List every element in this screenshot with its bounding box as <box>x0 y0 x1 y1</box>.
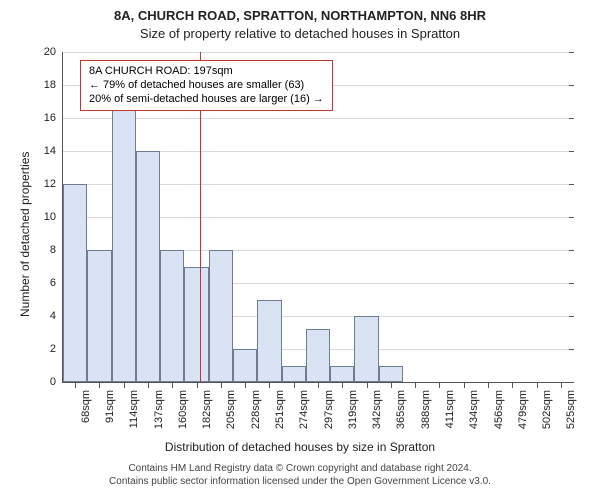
chart-subtitle: Size of property relative to detached ho… <box>0 26 600 41</box>
x-tick-mark <box>318 383 319 388</box>
x-tick-mark <box>561 383 562 388</box>
x-tick-label: 91sqm <box>104 390 116 440</box>
x-tick-label: 456sqm <box>493 390 505 440</box>
bar <box>354 316 378 382</box>
bar <box>184 267 208 383</box>
x-tick-label: 182sqm <box>201 390 213 440</box>
annotation-line-2: ← 79% of detached houses are smaller (63… <box>89 79 324 93</box>
y-tick-mark <box>569 382 574 383</box>
y-tick-mark <box>569 184 574 185</box>
chart-container: 8A, CHURCH ROAD, SPRATTON, NORTHAMPTON, … <box>0 0 600 500</box>
x-tick-label: 228sqm <box>250 390 262 440</box>
y-tick-label: 14 <box>0 145 56 157</box>
x-tick-mark <box>512 383 513 388</box>
x-tick-label: 160sqm <box>177 390 189 440</box>
y-axis-label: Number of detached properties <box>18 152 32 317</box>
y-tick-label: 2 <box>0 343 56 355</box>
annotation-box: 8A CHURCH ROAD: 197sqm ← 79% of detached… <box>80 60 333 111</box>
x-tick-label: 297sqm <box>323 390 335 440</box>
y-tick-mark <box>569 85 574 86</box>
footer-line-1: Contains HM Land Registry data © Crown c… <box>0 462 600 475</box>
y-tick-label: 8 <box>0 244 56 256</box>
bar <box>306 329 330 382</box>
x-tick-label: 205sqm <box>225 390 237 440</box>
x-tick-mark <box>439 383 440 388</box>
x-tick-label: 68sqm <box>80 390 92 440</box>
y-tick-label: 16 <box>0 112 56 124</box>
x-tick-mark <box>415 383 416 388</box>
y-tick-mark <box>569 250 574 251</box>
x-tick-label: 388sqm <box>420 390 432 440</box>
x-tick-label: 251sqm <box>274 390 286 440</box>
x-tick-label: 365sqm <box>395 390 407 440</box>
bar <box>63 184 87 382</box>
bar <box>112 85 136 382</box>
y-tick-mark <box>569 118 574 119</box>
x-tick-label: 411sqm <box>444 390 456 440</box>
y-tick-label: 6 <box>0 277 56 289</box>
y-tick-label: 20 <box>0 46 56 58</box>
x-axis-label: Distribution of detached houses by size … <box>0 440 600 454</box>
y-tick-label: 12 <box>0 178 56 190</box>
x-tick-mark <box>294 383 295 388</box>
footer-line-2: Contains public sector information licen… <box>0 475 600 488</box>
y-tick-label: 18 <box>0 79 56 91</box>
x-tick-mark <box>124 383 125 388</box>
x-tick-label: 137sqm <box>153 390 165 440</box>
x-tick-mark <box>75 383 76 388</box>
bar <box>233 349 257 382</box>
y-tick-mark <box>569 217 574 218</box>
bar <box>257 300 281 383</box>
x-tick-mark <box>367 383 368 388</box>
x-tick-mark <box>464 383 465 388</box>
y-tick-mark <box>569 151 574 152</box>
y-tick-label: 4 <box>0 310 56 322</box>
x-tick-label: 274sqm <box>298 390 310 440</box>
x-tick-mark <box>148 383 149 388</box>
x-tick-mark <box>197 383 198 388</box>
x-tick-mark <box>99 383 100 388</box>
x-tick-mark <box>488 383 489 388</box>
y-tick-label: 0 <box>0 376 56 388</box>
x-tick-mark <box>391 383 392 388</box>
y-tick-label: 10 <box>0 211 56 223</box>
x-tick-mark <box>221 383 222 388</box>
bar <box>209 250 233 382</box>
chart-title: 8A, CHURCH ROAD, SPRATTON, NORTHAMPTON, … <box>0 8 600 23</box>
annotation-line-3: 20% of semi-detached houses are larger (… <box>89 93 324 107</box>
chart-footer: Contains HM Land Registry data © Crown c… <box>0 462 600 488</box>
x-tick-label: 342sqm <box>371 390 383 440</box>
y-tick-mark <box>569 349 574 350</box>
y-tick-mark <box>569 52 574 53</box>
bar <box>282 366 306 383</box>
x-tick-mark <box>245 383 246 388</box>
bar <box>160 250 184 382</box>
x-tick-label: 319sqm <box>347 390 359 440</box>
x-tick-label: 525sqm <box>565 390 577 440</box>
x-tick-mark <box>537 383 538 388</box>
bar <box>87 250 111 382</box>
x-tick-label: 502sqm <box>541 390 553 440</box>
x-tick-label: 114sqm <box>128 390 140 440</box>
x-tick-label: 434sqm <box>468 390 480 440</box>
annotation-line-1: 8A CHURCH ROAD: 197sqm <box>89 65 324 79</box>
y-tick-mark <box>569 316 574 317</box>
x-tick-label: 479sqm <box>517 390 529 440</box>
bar <box>136 151 160 382</box>
x-tick-mark <box>269 383 270 388</box>
x-tick-mark <box>172 383 173 388</box>
x-tick-mark <box>342 383 343 388</box>
bar <box>379 366 403 383</box>
y-tick-mark <box>569 283 574 284</box>
bar <box>330 366 354 383</box>
